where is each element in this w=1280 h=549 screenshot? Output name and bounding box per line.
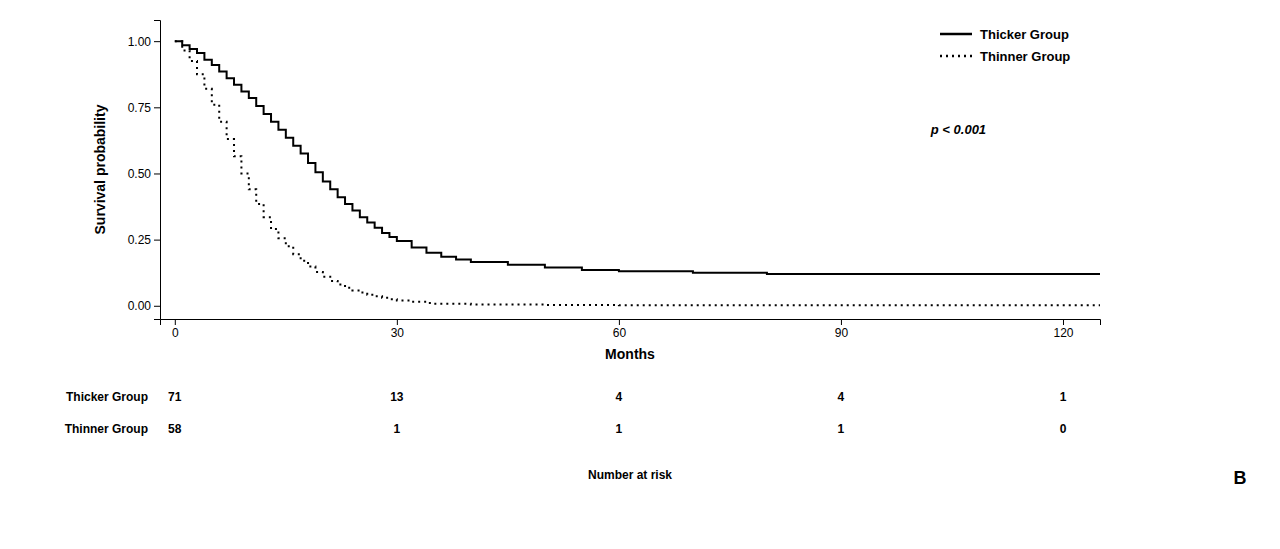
tick: 90 [835, 319, 849, 340]
risk-count: 0 [1060, 422, 1067, 436]
risk-table: Thicker Group 71 13 4 4 1 Thinner Group 58 1 1 1 0 N… [65, 390, 1067, 482]
risk-row-label: Thinner Group [65, 422, 148, 436]
tick-mark [154, 107, 160, 108]
risk-row-label: Thicker Group [66, 390, 148, 404]
x-axis-title: Months [605, 346, 655, 362]
risk-count: 1 [616, 422, 623, 436]
series-group [175, 41, 1100, 305]
risk-count: 58 [168, 422, 182, 436]
tick-mark [154, 41, 160, 42]
risk-count: 1 [1060, 390, 1067, 404]
axis-line [161, 320, 1101, 326]
legend-swatch [940, 55, 972, 58]
survival-line [175, 41, 1100, 274]
tick-label: 1.00 [128, 35, 152, 49]
risk-count: 4 [616, 390, 623, 404]
tick: 120 [1053, 319, 1073, 340]
legend-item: Thicker Group [940, 27, 1069, 42]
tick-label: 0.50 [128, 167, 152, 181]
tick-mark [841, 319, 842, 325]
risk-count: 1 [838, 422, 845, 436]
tick: 30 [391, 319, 405, 340]
plot: 0 30 60 90 120 0.00 0.25 0.50 0.75 1.00 Months Surv… [65, 21, 1101, 483]
tick: 0.25 [128, 233, 160, 247]
y-axis: 0.00 0.25 0.50 0.75 1.00 [128, 21, 161, 320]
risk-count: 71 [168, 390, 182, 404]
tick: 0.75 [128, 101, 160, 115]
chart: 0 30 60 90 120 0.00 0.25 0.50 0.75 1.00 Months Surv… [0, 0, 1280, 549]
tick-label: 0 [172, 326, 179, 340]
y-axis-title: Survival probability [92, 104, 108, 234]
annotation: p < 0.001 [930, 122, 986, 137]
tick-mark [154, 173, 160, 174]
tick-mark [619, 319, 620, 325]
legend-swatch [940, 33, 972, 36]
tick-label: 60 [613, 326, 627, 340]
panel-label: B [1234, 468, 1247, 488]
tick-mark [154, 240, 160, 241]
tick-label: 90 [835, 326, 849, 340]
tick: 1.00 [128, 35, 160, 49]
risk-count: 1 [394, 422, 401, 436]
tick-label: 120 [1053, 326, 1073, 340]
tick-mark [175, 319, 176, 325]
risk-table-title: Number at risk [588, 468, 672, 482]
tick-mark [154, 306, 160, 307]
tick: 60 [613, 319, 627, 340]
tick-label: 30 [391, 326, 405, 340]
tick-label: 0.25 [128, 233, 152, 247]
tick-label: 0.75 [128, 101, 152, 115]
risk-count: 13 [390, 390, 404, 404]
tick: 0.50 [128, 167, 160, 181]
legend-label: Thicker Group [980, 27, 1069, 42]
legend: Thicker Group Thinner Group [940, 27, 1070, 64]
tick-mark [397, 319, 398, 325]
legend-label: Thinner Group [980, 49, 1070, 64]
survival-line [175, 41, 1100, 305]
tick: 0 [172, 319, 179, 340]
tick-mark [1063, 319, 1064, 325]
x-axis: 0 30 60 90 120 [161, 319, 1101, 340]
legend-item: Thinner Group [940, 49, 1070, 64]
axis-line [154, 21, 161, 320]
tick: 0.00 [128, 299, 160, 313]
risk-count: 4 [838, 390, 845, 404]
tick-label: 0.00 [128, 299, 152, 313]
